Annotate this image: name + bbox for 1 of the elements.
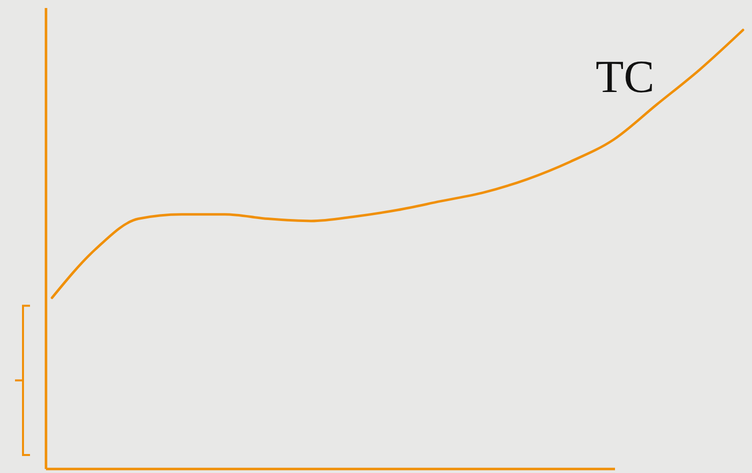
series-label: TC [596,51,654,102]
